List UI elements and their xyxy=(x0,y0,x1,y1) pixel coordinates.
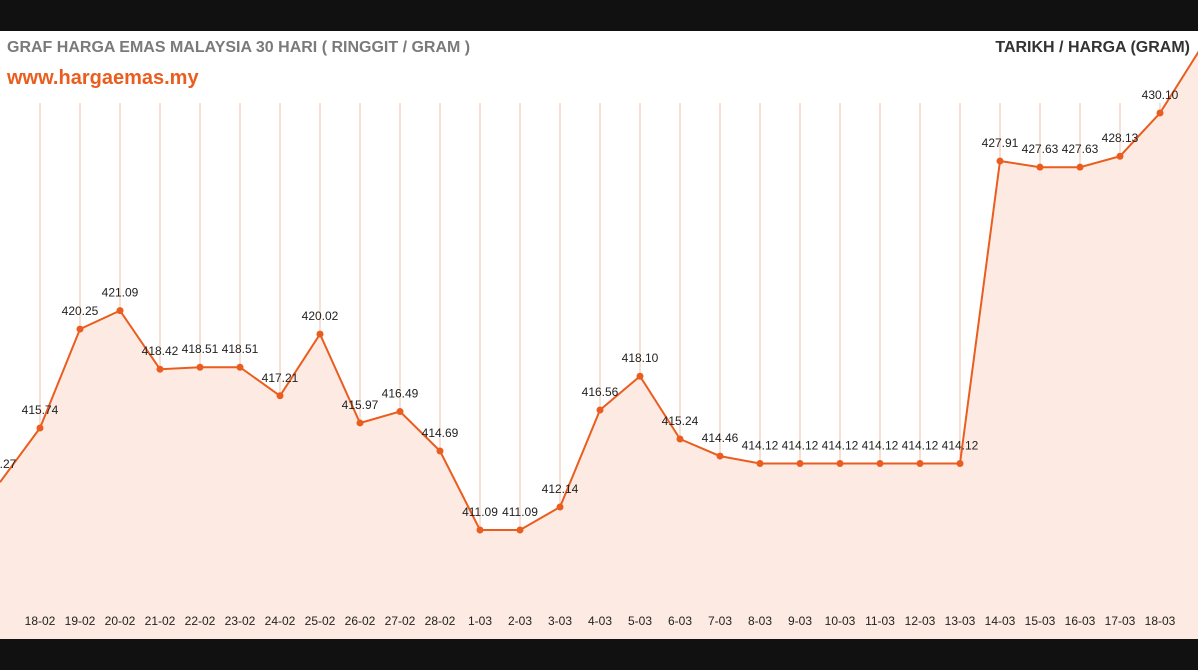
data-label: 420.02 xyxy=(302,309,339,323)
data-point xyxy=(596,406,604,414)
data-point xyxy=(236,363,244,371)
data-label: 427.63 xyxy=(1022,142,1059,156)
data-point xyxy=(716,452,724,460)
data-point xyxy=(996,157,1004,165)
data-label: 418.10 xyxy=(622,351,659,365)
x-tick-label: 11-03 xyxy=(865,614,895,628)
x-tick-label: 17-03 xyxy=(1105,614,1136,628)
website-link[interactable]: www.hargaemas.my xyxy=(7,67,199,89)
data-points xyxy=(36,109,1164,534)
x-tick-label: 20-02 xyxy=(105,614,136,628)
data-label: .27 xyxy=(0,457,17,471)
data-point xyxy=(876,460,884,468)
data-label: 430.10 xyxy=(1142,88,1179,102)
data-label: 414.12 xyxy=(862,439,899,453)
data-label: 414.12 xyxy=(782,439,819,453)
chart-card: .27 415.74 420.25 421.09 418.42 418.51 418.51 4… xyxy=(0,31,1198,639)
data-label: 411.09 xyxy=(502,505,538,519)
x-tick-label: 18-02 xyxy=(25,614,56,628)
x-tick-label: 15-03 xyxy=(1025,614,1056,628)
data-point xyxy=(1076,163,1084,171)
data-point xyxy=(1036,163,1044,171)
data-point xyxy=(316,330,324,338)
data-point xyxy=(436,447,444,455)
data-label: 414.12 xyxy=(902,439,939,453)
data-label: 415.97 xyxy=(342,398,379,412)
x-axis-ticks: 18-02 19-02 20-02 21-02 22-02 23-02 24-02 25-02… xyxy=(25,614,1176,628)
data-label: 415.74 xyxy=(22,403,59,417)
x-tick-label: 21-02 xyxy=(145,614,176,628)
x-tick-label: 1-03 xyxy=(468,614,492,628)
data-label: 416.49 xyxy=(382,387,419,401)
data-label: 411.09 xyxy=(462,505,498,519)
x-tick-label: 10-03 xyxy=(825,614,856,628)
x-tick-label: 6-03 xyxy=(668,614,692,628)
data-point xyxy=(1116,152,1124,160)
data-point xyxy=(756,460,764,468)
data-point xyxy=(916,460,924,468)
data-label: 421.09 xyxy=(102,286,139,300)
data-point xyxy=(516,526,524,534)
x-tick-label: 7-03 xyxy=(708,614,732,628)
data-label: 418.51 xyxy=(182,342,219,356)
data-label: 416.56 xyxy=(582,385,619,399)
data-label: 414.12 xyxy=(822,439,859,453)
data-point xyxy=(836,460,844,468)
data-point xyxy=(636,372,644,380)
data-point xyxy=(396,408,404,416)
chart-title: GRAF HARGA EMAS MALAYSIA 30 HARI ( RINGG… xyxy=(7,39,471,56)
x-tick-label: 3-03 xyxy=(548,614,572,628)
data-point xyxy=(276,392,284,400)
data-point xyxy=(156,365,164,373)
data-label: 412.14 xyxy=(542,482,579,496)
data-label: 414.69 xyxy=(422,426,459,440)
data-label: 414.12 xyxy=(942,439,979,453)
data-label: 417.21 xyxy=(262,371,299,385)
data-label: 414.46 xyxy=(702,431,739,445)
x-tick-label: 22-02 xyxy=(185,614,216,628)
data-point xyxy=(956,460,964,468)
data-label: 418.51 xyxy=(222,342,259,356)
data-point xyxy=(356,419,364,427)
x-tick-label: 4-03 xyxy=(588,614,612,628)
data-label: 418.42 xyxy=(142,344,179,358)
data-point xyxy=(116,307,124,315)
x-tick-label: 23-02 xyxy=(225,614,256,628)
x-tick-label: 18-03 xyxy=(1145,614,1176,628)
price-area-fill xyxy=(0,52,1198,639)
x-tick-label: 9-03 xyxy=(788,614,812,628)
x-tick-label: 24-02 xyxy=(265,614,296,628)
data-point xyxy=(556,503,564,511)
x-tick-label: 13-03 xyxy=(945,614,976,628)
x-tick-label: 19-02 xyxy=(65,614,96,628)
x-tick-label: 14-03 xyxy=(985,614,1016,628)
data-point xyxy=(36,424,44,432)
data-label: 428.13 xyxy=(1102,131,1139,145)
data-point xyxy=(476,526,484,534)
data-label: 427.91 xyxy=(982,136,1019,150)
data-label: 420.25 xyxy=(62,304,99,318)
data-point xyxy=(796,460,804,468)
x-tick-label: 8-03 xyxy=(748,614,772,628)
axis-legend: TARIKH / HARGA (GRAM) xyxy=(995,39,1190,56)
data-label: 414.12 xyxy=(742,439,779,453)
data-point xyxy=(1156,109,1164,117)
x-tick-label: 25-02 xyxy=(305,614,336,628)
x-tick-label: 12-03 xyxy=(905,614,936,628)
x-tick-label: 26-02 xyxy=(345,614,376,628)
x-tick-label: 27-02 xyxy=(385,614,416,628)
data-label: 427.63 xyxy=(1062,142,1099,156)
data-point xyxy=(676,435,684,443)
data-label: 415.24 xyxy=(662,414,699,428)
x-tick-label: 5-03 xyxy=(628,614,652,628)
x-tick-label: 2-03 xyxy=(508,614,532,628)
x-tick-label: 16-03 xyxy=(1065,614,1096,628)
data-point xyxy=(76,325,84,333)
x-tick-label: 28-02 xyxy=(425,614,456,628)
data-point xyxy=(196,363,204,371)
